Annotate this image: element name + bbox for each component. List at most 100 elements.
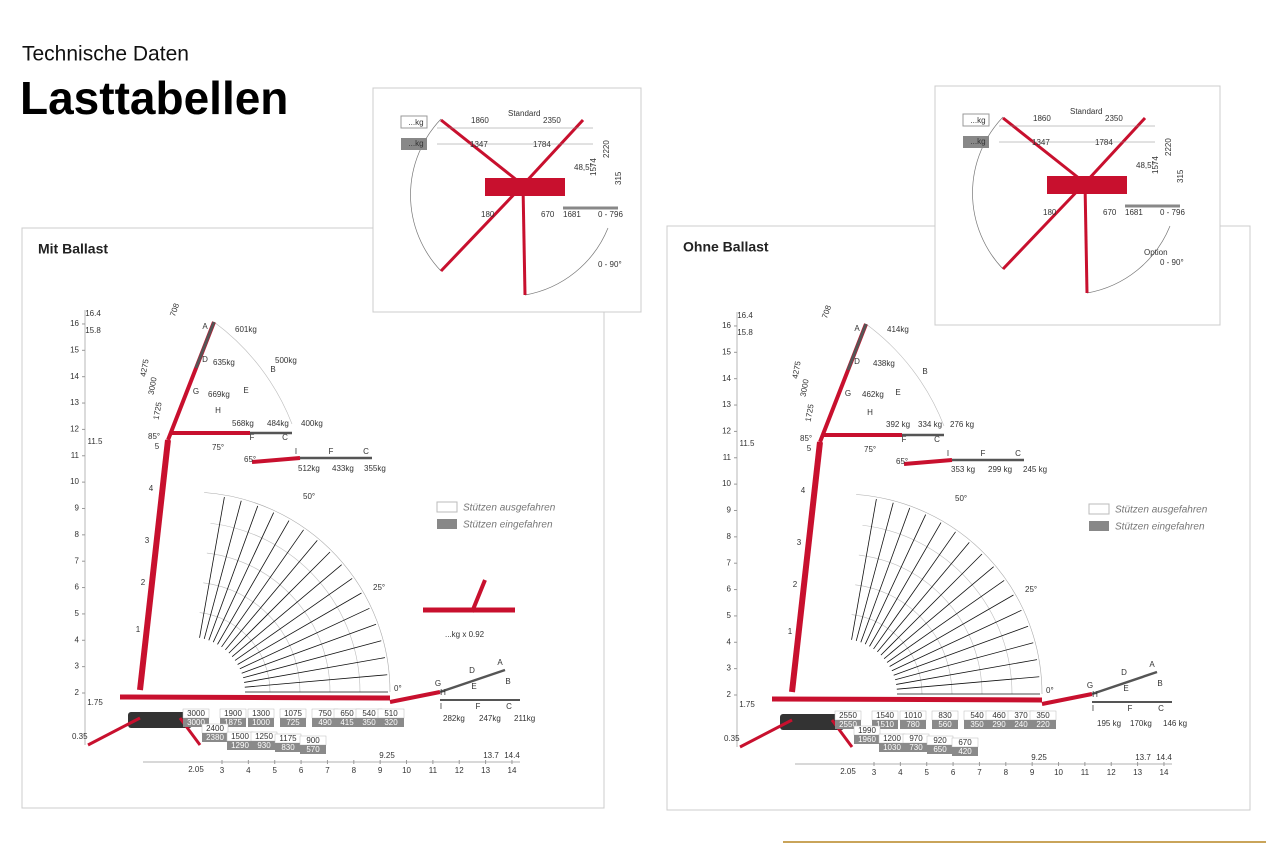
jib-0-tip — [1091, 670, 1158, 696]
fan-line — [893, 625, 1029, 676]
point-letter: H — [215, 406, 221, 415]
y-tick-label: 6 — [727, 585, 732, 594]
load-label: 414kg — [887, 325, 909, 334]
dimension-label: 1725 — [152, 401, 164, 421]
cell-retracted — [227, 741, 253, 750]
y-tick-label: 8 — [75, 530, 80, 539]
legend-swatch — [963, 136, 989, 148]
x-tick-label: 4 — [246, 766, 251, 775]
cell-retracted — [986, 720, 1012, 729]
value-retracted: 650 — [933, 745, 947, 754]
value-retracted: 420 — [958, 747, 972, 756]
point-letter: G — [435, 679, 441, 688]
angle-label: 50° — [955, 494, 967, 503]
section-number: 5 — [155, 442, 160, 451]
y-tick-label: 14 — [70, 372, 79, 381]
value-retracted: 570 — [306, 745, 320, 754]
range-arc — [210, 522, 361, 693]
value-retracted: 1290 — [231, 741, 249, 750]
value-retracted: 490 — [318, 718, 332, 727]
topview-label: ...kg — [970, 137, 985, 146]
jib-0 — [1041, 692, 1093, 706]
topview-outrigger — [1002, 116, 1086, 185]
cell-retracted — [872, 720, 898, 729]
y-special-label: 1.75 — [739, 700, 755, 709]
y-tick-label: 2 — [727, 690, 732, 699]
point-letter: C — [363, 447, 369, 456]
load-label: 484kg — [267, 419, 289, 428]
cell-retracted — [952, 747, 978, 756]
value-retracted: 1960 — [858, 735, 876, 744]
x-special-label: 2.05 — [840, 767, 856, 776]
fan-line — [860, 507, 911, 643]
value-retracted: 320 — [384, 718, 398, 727]
section-number: 4 — [801, 486, 806, 495]
topview-label: 670 — [1103, 208, 1117, 217]
point-letter: D — [854, 357, 860, 366]
point-letter: B — [1157, 679, 1162, 688]
topview-label: 48,5° — [1136, 161, 1155, 170]
load-label: 170kg — [1130, 719, 1152, 728]
y-tick-label: 8 — [727, 532, 732, 541]
topview-outrigger — [521, 118, 585, 187]
cell-retracted — [927, 745, 953, 754]
x-tick-label: 10 — [1054, 768, 1063, 777]
value-extended: 540 — [362, 709, 376, 718]
jib-tip — [194, 321, 216, 369]
topview-outrigger — [1083, 116, 1147, 185]
topview-label: 180 — [481, 210, 495, 219]
y-tick-label: 9 — [727, 506, 732, 515]
cell-retracted — [312, 718, 338, 727]
topview-body — [1047, 176, 1127, 194]
value-extended: 830 — [938, 711, 952, 720]
topview-label: 1347 — [470, 140, 488, 149]
fan-line — [855, 502, 894, 641]
x-tick-label: 7 — [325, 766, 330, 775]
fan-line — [243, 640, 382, 679]
value-extended: 1300 — [252, 709, 270, 718]
angle-label: 25° — [1025, 585, 1037, 594]
angle-label: 75° — [864, 445, 876, 454]
point-letter: C — [506, 702, 512, 711]
point-letter: F — [250, 433, 255, 442]
point-letter: C — [282, 433, 288, 442]
outrigger — [739, 718, 793, 749]
jib-0 — [389, 690, 441, 704]
main-boom — [137, 439, 171, 691]
dimension-label: 708 — [168, 302, 181, 318]
point-letter: F — [1128, 704, 1133, 713]
point-letter: F — [476, 702, 481, 711]
range-arc — [862, 524, 1013, 695]
point-letter: I — [295, 447, 297, 456]
y-tick-label: 7 — [75, 556, 80, 565]
topview-arc — [972, 116, 1004, 270]
point-letter: A — [854, 324, 860, 333]
title: Lasttabellen — [20, 72, 288, 124]
point-letter: E — [1123, 684, 1128, 693]
topview-outrigger — [440, 118, 524, 187]
x-tick-label: 14 — [1160, 768, 1169, 777]
value-retracted: 725 — [286, 718, 300, 727]
point-letter: H — [440, 688, 446, 697]
topview-label: 1681 — [563, 210, 581, 219]
angle-label: 75° — [212, 443, 224, 452]
dimension-label: 4275 — [791, 360, 803, 380]
point-letter: A — [497, 658, 503, 667]
x-tick-label: 7 — [977, 768, 982, 777]
y-tick-label: 5 — [727, 611, 732, 620]
x-special-label: 13.7 — [1135, 753, 1151, 762]
point-letter: F — [902, 435, 907, 444]
cell-retracted — [248, 718, 274, 727]
topview-arc — [524, 227, 609, 296]
value-retracted: 1000 — [252, 718, 270, 727]
fan-line — [239, 607, 370, 670]
point-letter: H — [1092, 690, 1098, 699]
section-number: 4 — [149, 484, 154, 493]
x-tick-label: 8 — [352, 766, 357, 775]
value-retracted: 415 — [340, 718, 354, 727]
legend-swatch — [1088, 503, 1110, 515]
range-arc — [851, 614, 923, 695]
y-special-label: 11.5 — [740, 439, 756, 448]
y-tick-label: 3 — [75, 662, 80, 671]
angle-label: 65° — [244, 455, 256, 464]
